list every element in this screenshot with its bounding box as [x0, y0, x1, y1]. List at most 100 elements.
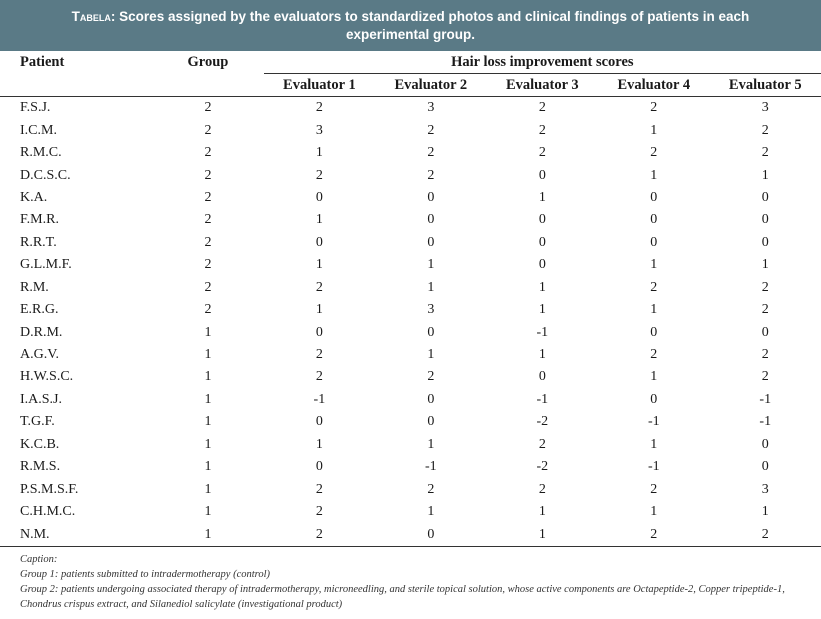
cell-score: 2 [315, 481, 323, 497]
header-scores: Hair loss improvement scores [263, 51, 821, 74]
cell-score: 1 [650, 436, 658, 452]
cell-score: 2 [761, 347, 769, 363]
cell-patient: D.R.M. [20, 324, 63, 340]
cell-score: 0 [650, 189, 658, 205]
cell-score: 0 [315, 324, 323, 340]
cell-group: 1 [204, 324, 212, 340]
cell-score: 1 [538, 279, 546, 295]
cell-score: 2 [315, 347, 323, 363]
cell-score: 2 [709, 523, 821, 547]
cell-score: -2 [536, 459, 549, 475]
cell-score: 1 [761, 504, 769, 520]
cell-score: 2 [427, 481, 435, 497]
table-row: H.W.S.C. 1 2 2 0 1 2 [0, 366, 821, 388]
cell-score: 1 [315, 302, 323, 318]
table-row: A.G.V. 1 2 1 1 2 2 [0, 344, 821, 366]
table-row: F.S.J. 2 2 3 2 2 3 [0, 97, 821, 120]
cell-score: 1 [761, 167, 769, 183]
header-evaluator: Evaluator 4 [598, 73, 710, 97]
header-row-evaluators: Evaluator 1 Evaluator 2 Evaluator 3 Eval… [0, 73, 821, 97]
cell-group: 1 [152, 523, 264, 547]
cell-score: 2 [427, 167, 435, 183]
cell-score: -1 [647, 414, 660, 430]
cell-group: 1 [204, 414, 212, 430]
cell-score: -1 [425, 459, 437, 475]
cell-score: -2 [536, 414, 549, 430]
cell-patient: R.M.C. [20, 145, 62, 161]
cell-score: 1 [427, 279, 435, 295]
cell-score: 1 [650, 369, 658, 385]
cell-score: 0 [761, 234, 769, 250]
cell-score: 2 [538, 100, 546, 116]
cell-patient: N.M. [0, 523, 153, 547]
table-row: P.S.M.S.F. 1 2 2 2 2 3 [0, 478, 821, 500]
cell-score: 1 [315, 257, 323, 273]
cell-score: 0 [315, 189, 323, 205]
cell-score: 1 [650, 122, 658, 138]
header-evaluator: Evaluator 5 [709, 73, 821, 97]
cell-score: 1 [538, 504, 546, 520]
table-row: G.L.M.F. 2 1 1 0 1 1 [0, 254, 821, 276]
cell-patient: D.C.S.C. [20, 167, 71, 183]
header-evaluator: Evaluator 2 [375, 73, 487, 97]
cell-score: 1 [650, 504, 658, 520]
table-row: C.H.M.C. 1 2 1 1 1 1 [0, 501, 821, 523]
cell-score: 0 [761, 189, 769, 205]
cell-score: 0 [427, 324, 435, 340]
cell-score: 1 [427, 436, 435, 452]
cell-group: 2 [204, 212, 212, 228]
cell-score: -1 [647, 459, 660, 475]
cell-score: -1 [536, 324, 549, 340]
cell-group: 2 [204, 167, 212, 183]
scores-table: Patient Group Hair loss improvement scor… [0, 51, 821, 547]
cell-score: 1 [486, 523, 599, 547]
cell-score: 1 [427, 504, 435, 520]
cell-score: 3 [427, 302, 435, 318]
cell-score: 2 [650, 481, 658, 497]
cell-score: 1 [315, 212, 323, 228]
cell-score: 0 [650, 234, 658, 250]
cell-group: 1 [204, 436, 212, 452]
cell-patient: R.R.T. [20, 234, 57, 250]
header-blank-group [152, 73, 264, 97]
cell-group: 1 [204, 459, 212, 475]
table-row: K.C.B. 1 1 1 2 1 0 [0, 434, 821, 456]
cell-score: 2 [761, 122, 769, 138]
cell-patient: I.C.M. [20, 122, 57, 138]
table-caption: Caption: Group 1: patients submitted to … [20, 552, 810, 612]
cell-score: 2 [538, 122, 546, 138]
cell-score: 2 [650, 347, 658, 363]
cell-score: 0 [315, 234, 323, 250]
table-row: R.M. 2 2 1 1 2 2 [0, 277, 821, 299]
cell-score: 1 [538, 302, 546, 318]
caption-group2: Group 2: patients undergoing associated … [20, 584, 785, 610]
cell-patient: G.L.M.F. [20, 257, 72, 273]
cell-score: 0 [538, 212, 546, 228]
cell-patient: T.G.F. [20, 414, 55, 430]
cell-patient: K.C.B. [20, 436, 60, 452]
cell-score: -1 [759, 391, 772, 407]
cell-score: -1 [536, 391, 549, 407]
cell-score: 1 [315, 436, 323, 452]
cell-score: 2 [761, 369, 769, 385]
cell-score: 1 [538, 347, 546, 363]
cell-score: 2 [761, 279, 769, 295]
table-row: F.M.R. 2 1 0 0 0 0 [0, 209, 821, 231]
cell-group: 2 [204, 122, 212, 138]
cell-group: 2 [204, 145, 212, 161]
cell-group: 2 [204, 189, 212, 205]
cell-score: 2 [427, 122, 435, 138]
cell-patient: K.A. [20, 189, 48, 205]
caption-group1: Group 1: patients submitted to intraderm… [20, 569, 271, 580]
cell-score: 3 [315, 122, 323, 138]
cell-patient: R.M. [20, 279, 49, 295]
cell-group: 1 [204, 369, 212, 385]
cell-score: 0 [427, 414, 435, 430]
cell-score: 2 [761, 302, 769, 318]
cell-score: 0 [761, 324, 769, 340]
cell-score: 0 [761, 436, 769, 452]
cell-patient: F.M.R. [20, 212, 59, 228]
cell-score: 2 [650, 100, 658, 116]
cell-score: 3 [427, 100, 435, 116]
cell-group: 1 [204, 504, 212, 520]
